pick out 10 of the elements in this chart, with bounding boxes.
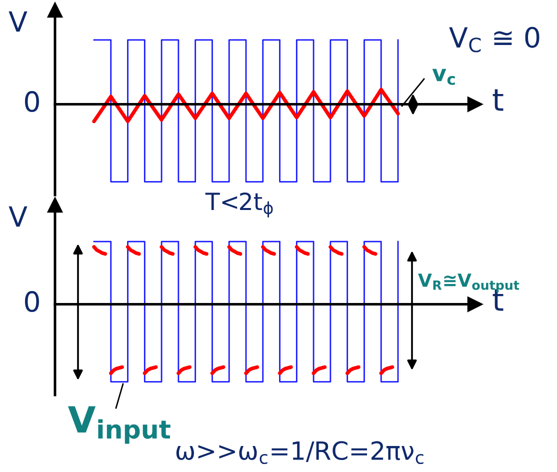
series-label: V$_{input}$ <box>68 406 170 444</box>
text: ω>>ω$_{c}$=1/RC=2πν$_{c}$ <box>176 441 424 464</box>
text: 0 <box>24 91 39 112</box>
text: 0 <box>24 291 39 312</box>
text: T<2t$_{ϕ}$ <box>205 192 273 218</box>
y-axis-title: V <box>8 206 28 227</box>
y-axis-title: V <box>8 11 28 32</box>
text: V$_{C}$ ≅ 0 <box>449 26 540 52</box>
x-axis-title: t <box>492 89 504 111</box>
text: v$_{c}$ <box>432 68 455 85</box>
